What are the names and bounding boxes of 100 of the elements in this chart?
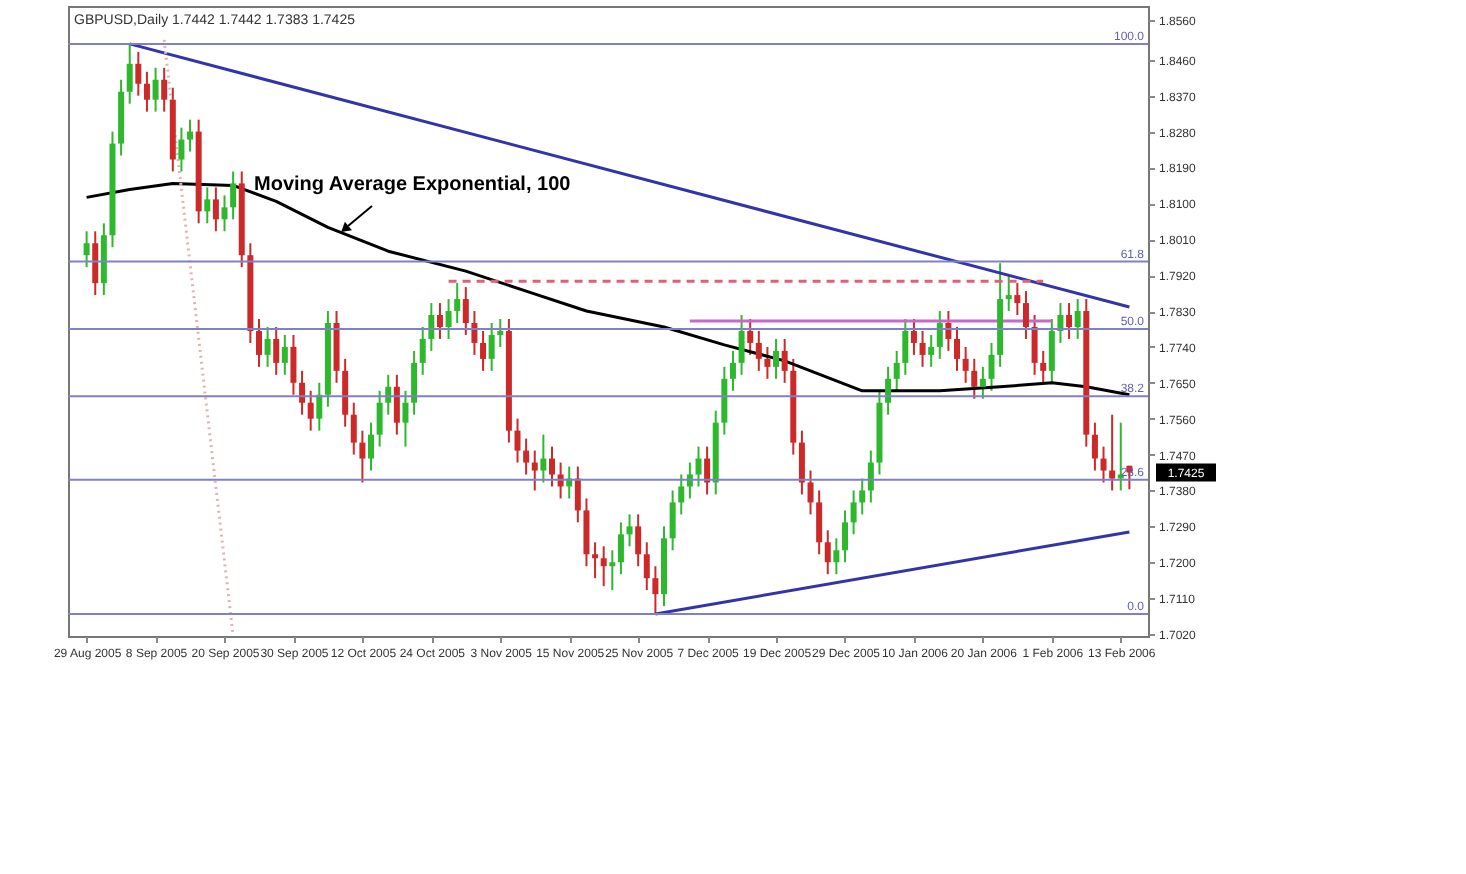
candlestick [1014, 282, 1021, 317]
candlestick [411, 349, 418, 416]
candlestick [962, 345, 969, 384]
candlestick [824, 529, 831, 576]
annotation: Moving Average Exponential, 100 [254, 174, 572, 196]
candlestick [178, 126, 185, 173]
candlestick [841, 509, 848, 564]
candlestick [919, 329, 926, 368]
candlestick [979, 365, 986, 400]
candlestick [1074, 298, 1081, 340]
candlestick [523, 437, 530, 476]
candlestick [187, 118, 194, 153]
candlestick [781, 337, 788, 384]
candlestick [1022, 290, 1029, 340]
candlestick [152, 66, 159, 113]
candlestick [807, 469, 814, 516]
candlestick [376, 389, 383, 448]
candlestick [333, 310, 340, 384]
candlestick [255, 318, 262, 368]
candlestick [988, 341, 995, 392]
candlestick [643, 541, 650, 592]
candlestick [290, 333, 297, 396]
candlestick [635, 513, 642, 568]
candlestick [540, 433, 547, 484]
candlestick [445, 298, 452, 340]
candlestick [798, 429, 805, 496]
candlestick [92, 230, 99, 297]
candlestick [609, 549, 616, 592]
candlestick [954, 325, 961, 372]
candlestick [419, 325, 426, 376]
candlestick [971, 357, 978, 400]
candlestick [755, 329, 762, 372]
candlestick [135, 50, 142, 97]
candlestick [221, 194, 228, 233]
candlestick [617, 521, 624, 576]
candlestick [738, 314, 745, 376]
candlestick [350, 401, 357, 456]
candlestick [669, 489, 676, 552]
candlestick [910, 318, 917, 356]
candlestick [816, 489, 823, 556]
candlestick [299, 369, 306, 416]
candlestick [695, 445, 702, 488]
candlestick [402, 389, 409, 448]
candlestick [480, 329, 487, 372]
candlestick [368, 421, 375, 472]
candlestick [212, 186, 219, 233]
candlestick [747, 318, 754, 356]
candlestick [1040, 349, 1047, 384]
candlestick [264, 325, 271, 368]
candlestick [729, 349, 736, 392]
candlestick [678, 473, 685, 516]
candlestick [721, 365, 728, 436]
candlestick [652, 565, 659, 616]
candlestick [833, 537, 840, 576]
candlestick [850, 489, 857, 536]
candlestick [143, 70, 150, 113]
candlestick [1048, 318, 1055, 384]
candlestick [548, 445, 555, 488]
candlestick [574, 465, 581, 524]
candlestick [885, 365, 892, 416]
candlestick [592, 541, 599, 580]
candlestick [462, 286, 469, 336]
candlestick [531, 449, 538, 492]
candlestick [1005, 274, 1012, 313]
candlestick [316, 381, 323, 432]
candlestick [436, 302, 443, 340]
candlestick [204, 186, 211, 225]
candlestick [583, 497, 590, 568]
candlestick [928, 333, 935, 368]
candlestick [428, 302, 435, 352]
candlestick [626, 513, 633, 548]
candlestick [773, 337, 780, 380]
candlestick [1091, 421, 1098, 472]
candlestick [161, 66, 168, 113]
candlestick [100, 222, 107, 297]
candlestick [497, 318, 504, 348]
candlestick [1109, 413, 1116, 492]
candlestick [1100, 445, 1107, 484]
candlestick [454, 282, 461, 324]
candlestick [488, 321, 495, 372]
candlestick [281, 333, 288, 376]
candlestick [600, 545, 607, 588]
candlestick [126, 42, 133, 105]
candlestick [83, 230, 90, 269]
candlestick [902, 318, 909, 376]
candlestick [514, 417, 521, 464]
candlestick [393, 373, 400, 436]
candlestick [893, 349, 900, 392]
candlestick [273, 325, 280, 376]
candlestick [936, 310, 943, 360]
candlestick [859, 477, 866, 516]
candlestick [867, 449, 874, 504]
candlestick [307, 389, 314, 432]
candlestick [1031, 314, 1038, 376]
candlestick [1066, 302, 1073, 340]
candlestick [359, 429, 366, 484]
candlestick [764, 345, 771, 380]
candlestick [342, 357, 349, 428]
candlestick [471, 310, 478, 356]
candlestick [230, 170, 237, 221]
